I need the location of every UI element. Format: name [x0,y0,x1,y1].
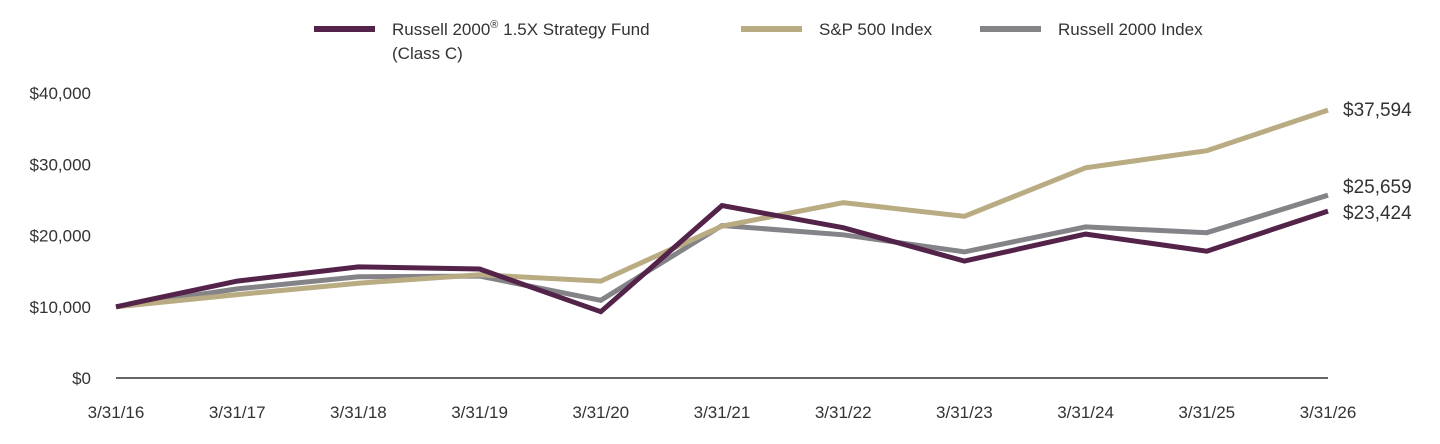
series-line-fund [115,202,1329,315]
legend-label-fund-name: Russell 2000 [392,20,490,39]
y-tick-label: $30,000 [30,155,91,174]
end-labels: $23,424 $37,594 $25,659 [1343,100,1412,224]
legend-label-fund-line2: (Class C) [392,44,463,63]
x-tick-label: 3/31/21 [694,403,751,422]
legend: Russell 2000® 1.5X Strategy Fund (Class … [314,19,1203,63]
end-label-fund: $23,424 [1343,203,1412,224]
series-line-sp500 [115,107,1329,310]
y-tick-label: $40,000 [30,84,91,103]
legend-label-fund-sup: ® [490,19,498,31]
x-tick-label: 3/31/16 [88,403,145,422]
legend-label-fund: Russell 2000® 1.5X Strategy Fund [392,19,650,39]
x-tick-label: 3/31/22 [815,403,872,422]
legend-label-russell2000: Russell 2000 Index [1058,20,1203,39]
x-tick-label: 3/31/25 [1178,403,1235,422]
x-axis: 3/31/16 3/31/17 3/31/18 3/31/19 3/31/20 3/31/… [88,377,1357,422]
y-axis: $0 $10,000 $20,000 $30,000 $40,000 [30,84,91,388]
y-tick-label: $10,000 [30,298,91,317]
end-label-sp500: $37,594 [1343,100,1412,121]
x-tick-label: 3/31/18 [330,403,387,422]
end-label-russell2000: $25,659 [1343,177,1412,198]
x-tick-label: 3/31/17 [209,403,266,422]
legend-label-sp500: S&P 500 Index [819,20,933,39]
y-tick-label: $20,000 [30,227,91,246]
x-tick-label: 3/31/26 [1300,403,1357,422]
x-tick-label: 3/31/24 [1057,403,1114,422]
series-layer [115,107,1329,315]
y-tick-label: $0 [72,369,91,388]
legend-label-fund-rest: 1.5X Strategy Fund [498,20,649,39]
x-tick-label: 3/31/19 [451,403,508,422]
x-tick-label: 3/31/23 [936,403,993,422]
x-tick-label: 3/31/20 [572,403,629,422]
